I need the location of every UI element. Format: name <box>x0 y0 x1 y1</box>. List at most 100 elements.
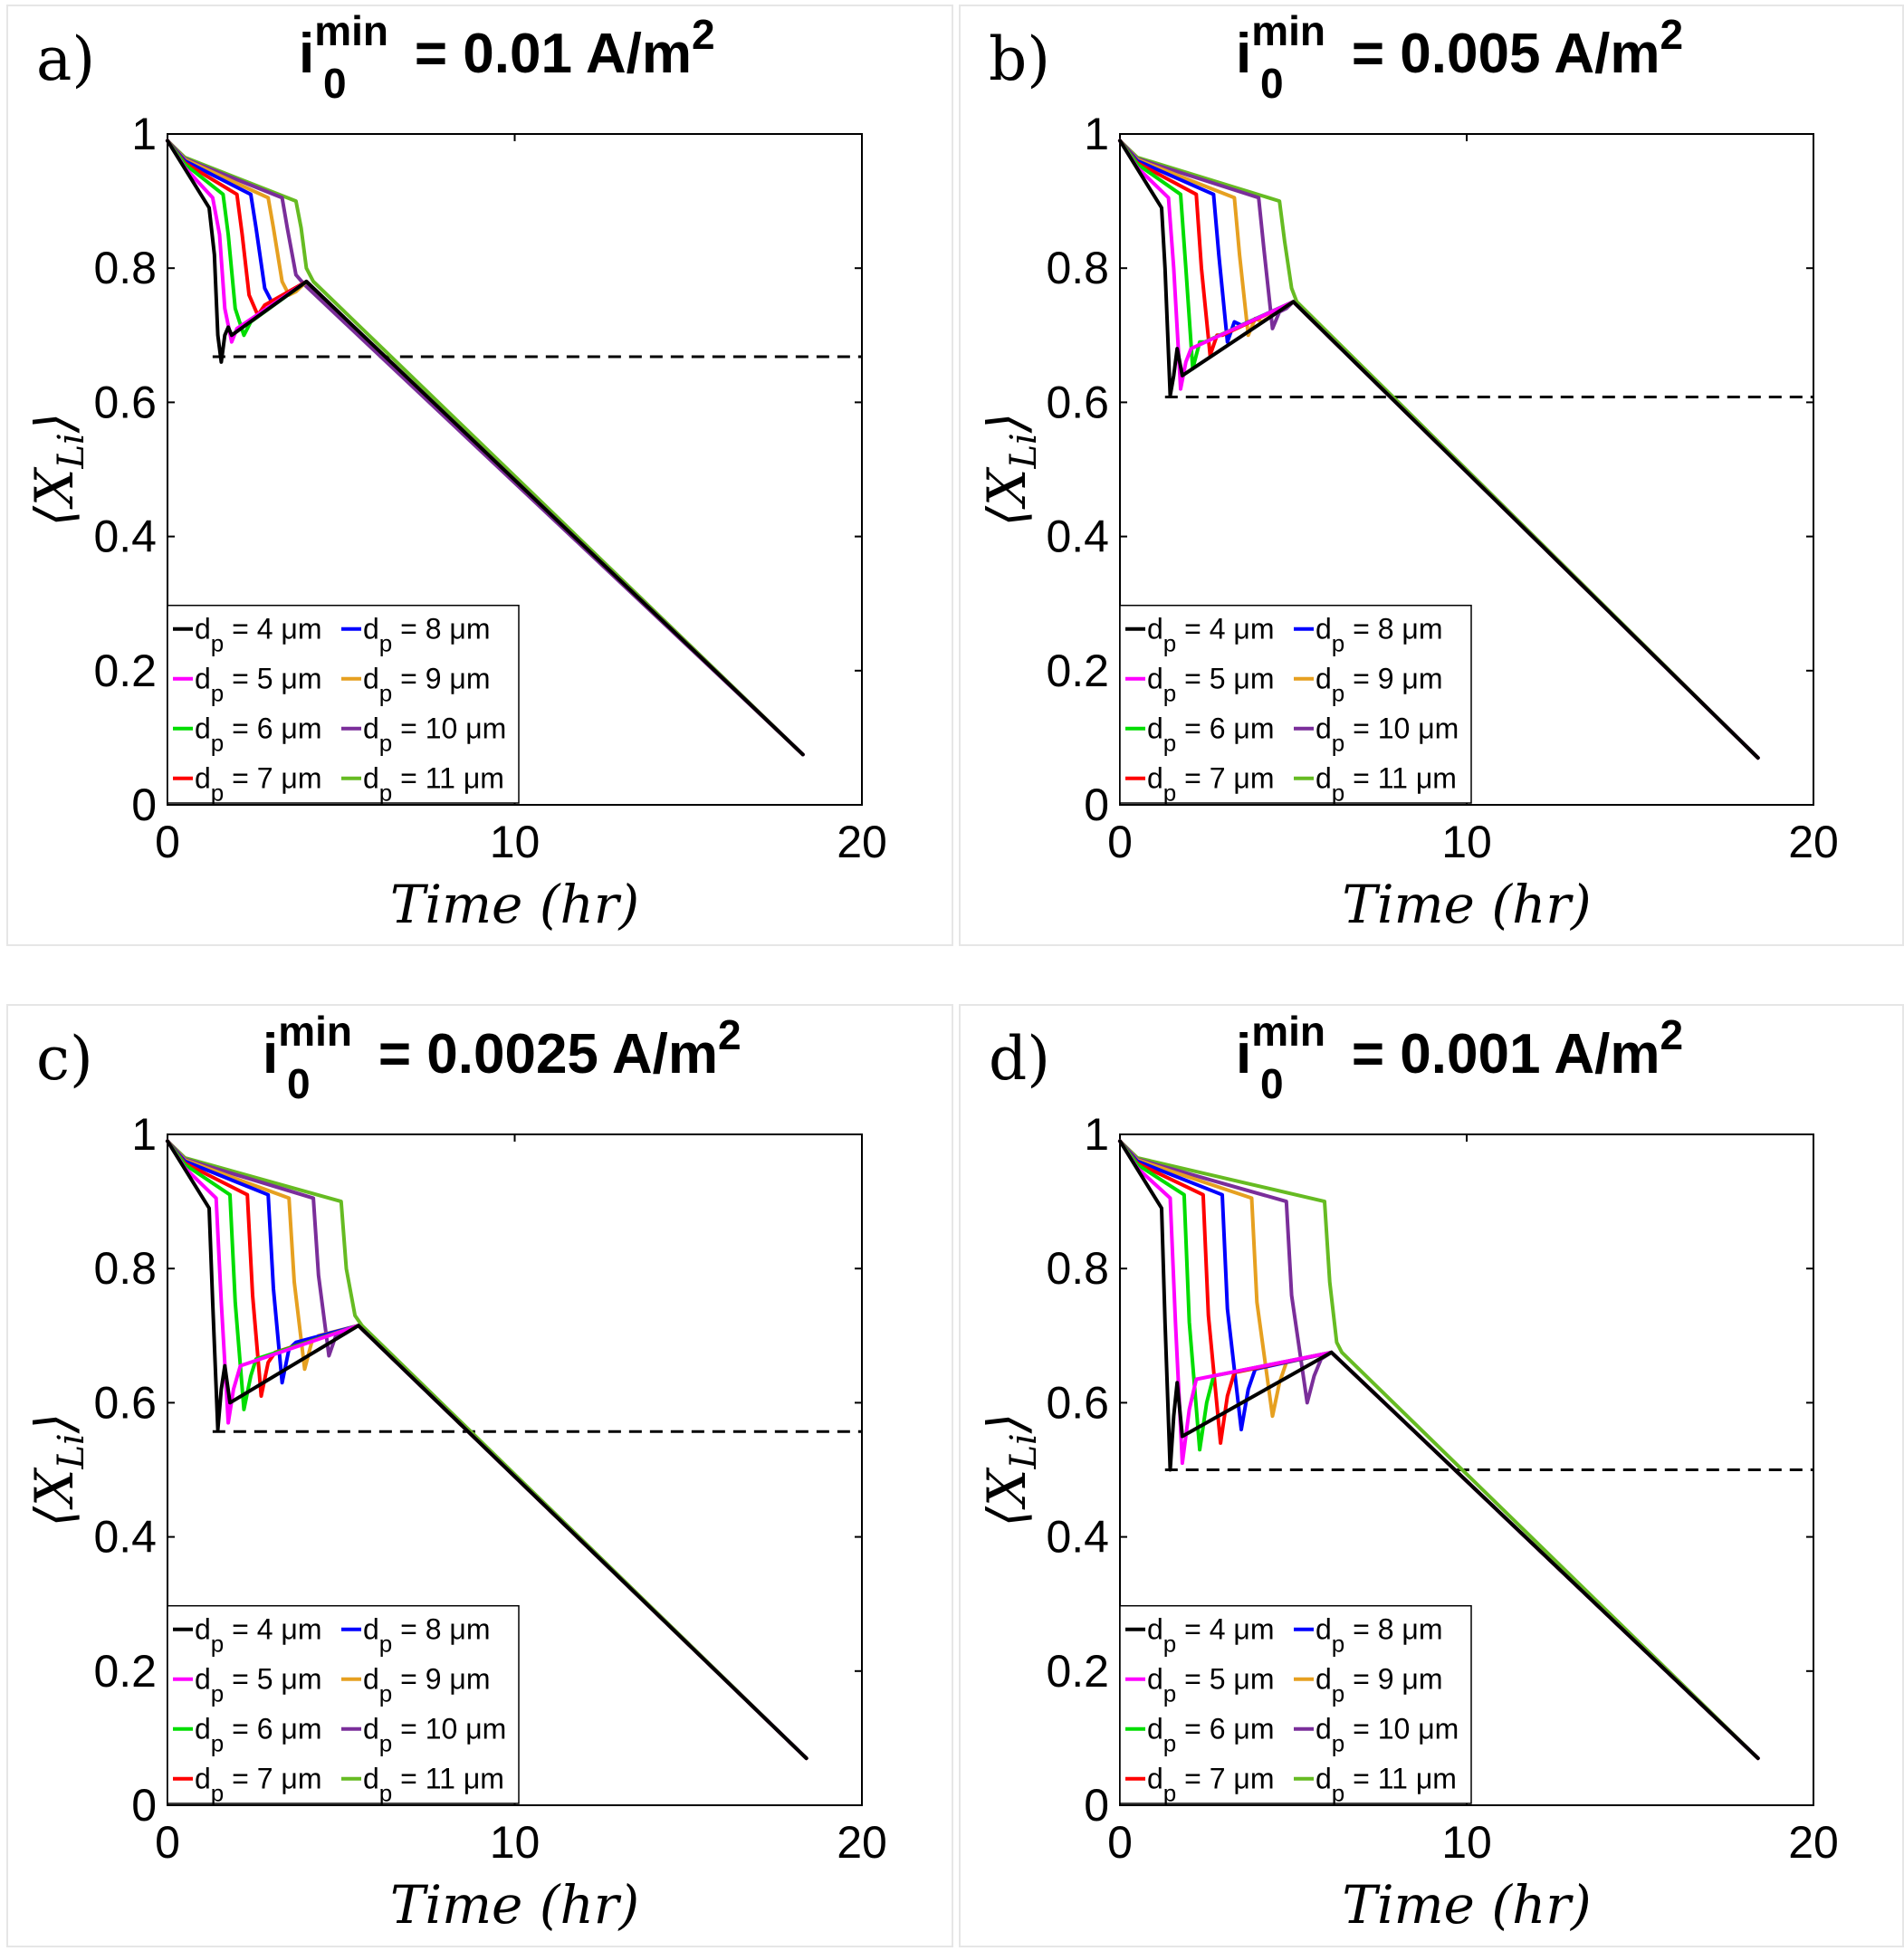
series-line <box>1118 139 1760 760</box>
x-tick-label: 20 <box>1788 817 1839 867</box>
legend-entry: dp = 6 μm <box>195 1713 322 1757</box>
legend-entry: dp = 10 μm <box>1316 712 1459 757</box>
x-tick-label: 20 <box>837 817 887 867</box>
y-tick-label: 0.2 <box>1046 646 1109 696</box>
y-axis-label: ⟨XLi⟩ <box>24 413 92 527</box>
x-axis-label: Time (hr) <box>390 874 639 935</box>
legend-entry: dp = 11 μm <box>363 1763 504 1807</box>
x-tick-label: 20 <box>1788 1817 1839 1868</box>
legend-entry: dp = 8 μm <box>363 1613 491 1658</box>
legend-entry: dp = 7 μm <box>195 762 322 807</box>
y-axis-label: ⟨XLi⟩ <box>24 1413 92 1527</box>
y-tick-label: 0 <box>131 779 157 830</box>
legend-entry: dp = 10 μm <box>363 1713 506 1757</box>
y-tick-label: 0.4 <box>1046 512 1109 562</box>
series-line <box>1118 1139 1760 1761</box>
legend-entry: dp = 9 μm <box>1316 663 1443 707</box>
legend-entry: dp = 4 μm <box>1147 613 1275 657</box>
y-tick-label: 0.8 <box>93 243 157 293</box>
legend-entry: dp = 7 μm <box>195 1763 322 1807</box>
legend-entry: dp = 10 μm <box>1316 1713 1459 1757</box>
y-tick-label: 0 <box>131 1780 157 1831</box>
panel-label: a) <box>36 24 95 94</box>
chart-panel-b: b) imin 0 = 0.005 A/m2 0 10 20 0 0.2 0.4 0.6 0.8 1 T… <box>959 5 1904 946</box>
legend-entry: dp = 8 μm <box>1316 1613 1443 1658</box>
y-axis-label: ⟨XLi⟩ <box>976 1413 1045 1527</box>
legend-entry: dp = 10 μm <box>363 712 506 757</box>
legend-entry: dp = 6 μm <box>195 712 322 757</box>
panel-frame <box>959 1004 1904 1947</box>
x-axis-label: Time (hr) <box>390 1874 639 1936</box>
legend <box>1119 604 1472 804</box>
y-tick-label: 0.6 <box>1046 377 1109 427</box>
x-tick-label: 0 <box>155 1817 180 1868</box>
y-tick-label: 0.2 <box>93 646 157 696</box>
x-tick-label: 0 <box>1107 817 1133 867</box>
legend-entry: dp = 6 μm <box>1147 712 1275 757</box>
x-tick-label: 0 <box>155 817 180 867</box>
y-tick-label: 0.8 <box>93 1243 157 1294</box>
panel-frame <box>6 1004 953 1947</box>
y-tick-label: 1 <box>131 1109 157 1160</box>
y-axis-label: ⟨XLi⟩ <box>976 413 1045 527</box>
x-axis-label: Time (hr) <box>1342 874 1591 935</box>
x-tick-label: 10 <box>490 817 541 867</box>
y-tick-label: 0.8 <box>1046 243 1109 293</box>
series-line <box>1118 1139 1760 1761</box>
legend-entry: dp = 8 μm <box>1316 613 1443 657</box>
panel-label: b) <box>989 24 1050 94</box>
y-tick-label: 0.4 <box>1046 1512 1109 1563</box>
series-line <box>1118 139 1760 760</box>
legend <box>167 604 520 804</box>
legend-entry: dp = 5 μm <box>1147 1663 1275 1707</box>
x-axis-label: Time (hr) <box>1342 1874 1591 1936</box>
legend-entry: dp = 4 μm <box>1147 1613 1275 1658</box>
chart-title: imin 0 = 0.005 A/m2 <box>1236 7 1683 107</box>
y-tick-label: 0.6 <box>93 377 157 427</box>
chart-panel-c: c) imin 0 = 0.0025 A/m2 0 10 20 0 0.2 0.4 0.6 0.8 1… <box>6 1004 953 1947</box>
legend-entry: dp = 11 μm <box>1316 762 1457 807</box>
y-tick-label: 0.6 <box>93 1377 157 1428</box>
series-line <box>166 1139 808 1761</box>
x-tick-label: 10 <box>1441 1817 1492 1868</box>
y-tick-label: 1 <box>1084 109 1109 159</box>
series-line <box>166 1139 808 1761</box>
chart-title: imin 0 = 0.0025 A/m2 <box>263 1008 742 1107</box>
y-tick-label: 0.8 <box>1046 1243 1109 1294</box>
y-tick-label: 0.4 <box>93 1512 157 1563</box>
chart-panel-d: d) imin 0 = 0.001 A/m2 0 10 20 0 0.2 0.4 0.6 0.8 1 T… <box>959 1004 1904 1947</box>
legend-entry: dp = 9 μm <box>363 1663 491 1707</box>
y-tick-label: 1 <box>131 109 157 159</box>
legend-entry: dp = 7 μm <box>1147 1763 1275 1807</box>
legend-entry: dp = 8 μm <box>363 613 491 657</box>
y-tick-label: 0.6 <box>1046 1377 1109 1428</box>
chart-title: imin 0 = 0.01 A/m2 <box>299 7 715 107</box>
legend <box>1119 1604 1472 1804</box>
x-tick-label: 10 <box>1441 817 1492 867</box>
y-tick-label: 0 <box>1084 779 1109 830</box>
panel-label: d) <box>989 1024 1050 1094</box>
y-tick-label: 1 <box>1084 1109 1109 1160</box>
legend-entry: dp = 5 μm <box>1147 663 1275 707</box>
legend-entry: dp = 6 μm <box>1147 1713 1275 1757</box>
y-tick-label: 0 <box>1084 1780 1109 1831</box>
panel-frame <box>6 5 953 946</box>
legend-entry: dp = 4 μm <box>195 1613 322 1658</box>
legend-entry: dp = 9 μm <box>1316 1663 1443 1707</box>
x-tick-label: 0 <box>1107 1817 1133 1868</box>
legend-entry: dp = 5 μm <box>195 1663 322 1707</box>
panel-label: c) <box>36 1024 93 1094</box>
chart-panel-a: a) imin 0 = 0.01 A/m2 0 10 20 0 0.2 0.4 0.6 0.8 1 Ti… <box>6 5 953 946</box>
x-tick-label: 20 <box>837 1817 887 1868</box>
panel-frame <box>959 5 1904 946</box>
y-tick-label: 0.4 <box>93 512 157 562</box>
legend-entry: dp = 5 μm <box>195 663 322 707</box>
series-line <box>166 139 805 757</box>
legend <box>167 1604 520 1804</box>
legend-entry: dp = 9 μm <box>363 663 491 707</box>
chart-title: imin 0 = 0.001 A/m2 <box>1236 1008 1683 1107</box>
x-tick-label: 10 <box>490 1817 541 1868</box>
legend-entry: dp = 7 μm <box>1147 762 1275 807</box>
y-tick-label: 0.2 <box>93 1646 157 1697</box>
